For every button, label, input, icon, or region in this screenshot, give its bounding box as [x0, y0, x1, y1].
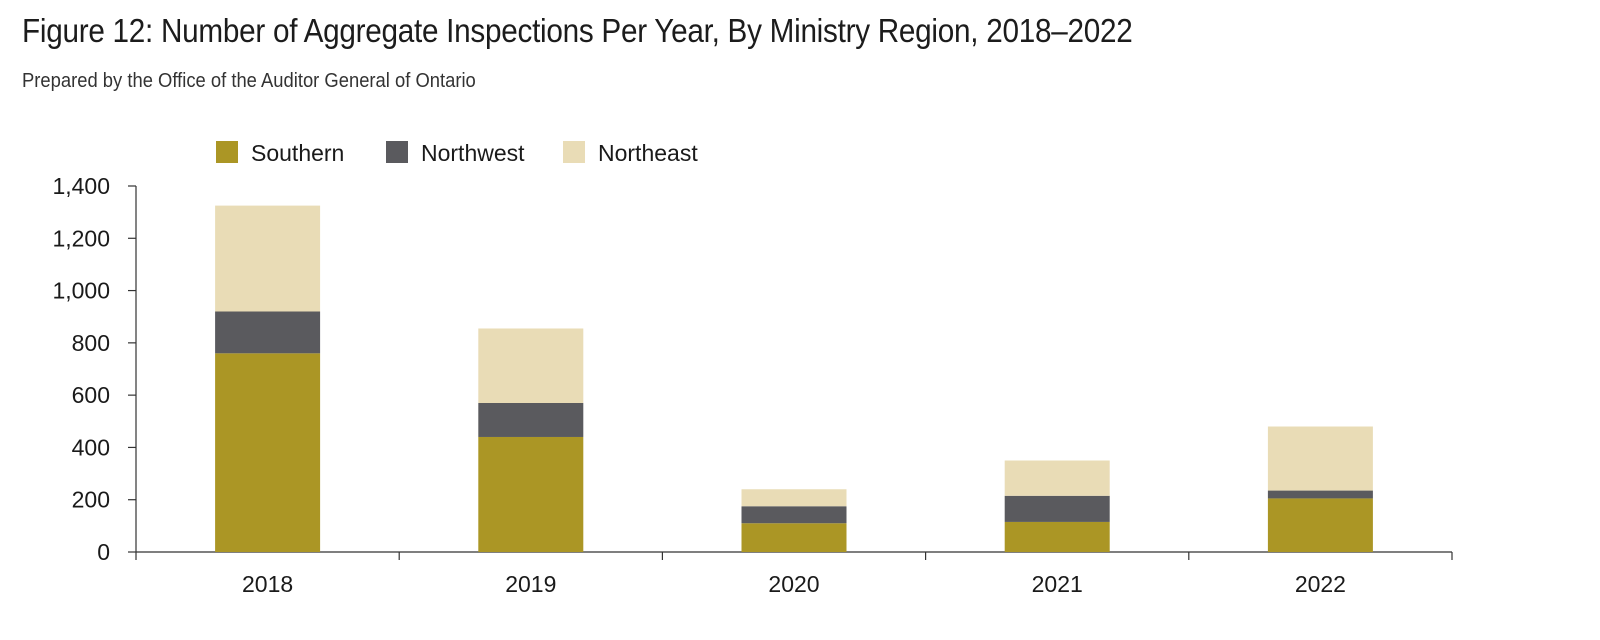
chart-subtitle: Prepared by the Office of the Auditor Ge…: [22, 70, 476, 92]
x-tick-label: 2019: [505, 571, 556, 597]
y-tick-label: 0: [97, 539, 110, 565]
y-tick-label: 200: [72, 487, 110, 513]
x-tick-label: 2021: [1032, 571, 1083, 597]
x-tick-label: 2020: [768, 571, 819, 597]
chart-legend: Southern Northwest Northeast: [216, 140, 698, 166]
bar-northeast-2021: [1004, 460, 1110, 496]
bar-northwest-2019: [478, 402, 584, 437]
bar-southern-2020: [741, 523, 847, 552]
y-tick-label: 600: [72, 382, 110, 408]
legend-swatch-northeast: [563, 141, 585, 163]
bar-northwest-2022: [1267, 490, 1373, 499]
bar-northeast-2020: [741, 489, 847, 507]
bar-northwest-2021: [1004, 495, 1110, 522]
legend-label-southern: Southern: [251, 140, 344, 166]
y-tick-label: 400: [72, 434, 110, 460]
bar-northeast-2018: [215, 205, 321, 312]
legend-label-northeast: Northeast: [598, 140, 698, 166]
bar-southern-2022: [1267, 498, 1373, 552]
y-tick-label: 800: [72, 330, 110, 356]
bar-northwest-2020: [741, 506, 847, 524]
bar-northeast-2022: [1267, 426, 1373, 491]
x-tick-label: 2018: [242, 571, 293, 597]
legend-swatch-northwest: [386, 141, 408, 163]
bar-southern-2019: [478, 436, 584, 552]
y-tick-label: 1,400: [52, 173, 110, 199]
y-tick-label: 1,000: [52, 278, 110, 304]
legend-swatch-southern: [216, 141, 238, 163]
chart-title: Figure 12: Number of Aggregate Inspectio…: [22, 12, 1133, 49]
bars: [215, 205, 1373, 552]
y-tick-label: 1,200: [52, 225, 110, 251]
bar-northeast-2019: [478, 328, 584, 403]
bar-southern-2018: [215, 353, 321, 552]
x-axis: 2018 2019 2020 2021 2022: [135, 551, 1453, 597]
legend-label-northwest: Northwest: [421, 140, 525, 166]
bar-southern-2021: [1004, 521, 1110, 552]
bar-northwest-2018: [215, 311, 321, 354]
x-tick-label: 2022: [1295, 571, 1346, 597]
y-axis: 0 200 400 600 800 1,000 1,200 1,400: [52, 173, 137, 565]
